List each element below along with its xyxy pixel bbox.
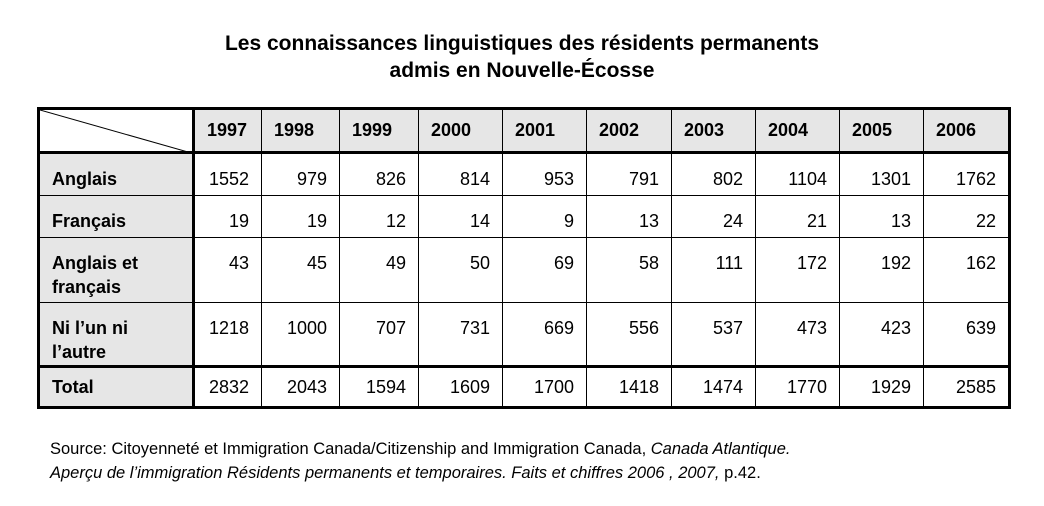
table-cell: 537 [671,302,756,367]
table-cell: 669 [502,302,587,367]
total-row: Total 2832 2043 1594 1609 1700 1418 1474… [38,366,1010,408]
corner-cell [38,108,195,154]
year-header: 2006 [923,108,1010,153]
table-cell: 814 [418,152,503,196]
row-label-line: l’autre [52,342,107,362]
table-cell: 2043 [261,366,340,408]
year-header: 2000 [418,108,503,153]
table-cell: 19 [261,195,340,238]
table-cell: 12 [339,195,419,238]
table-cell: 2832 [193,366,262,408]
year-header: 2001 [502,108,587,153]
table-cell: 2585 [923,366,1010,408]
source-italic-publication: Aperçu de l’immigration Résidents perman… [50,464,720,482]
source-italic-title: Canada Atlantique. [650,440,791,458]
table-cell: 13 [586,195,672,238]
table-cell: 58 [586,237,672,303]
table-cell: 45 [261,237,340,303]
table-row: Français 19 19 12 14 9 13 24 21 13 22 [38,195,1010,238]
table-cell: 1594 [339,366,419,408]
table-cell: 707 [339,302,419,367]
table-cell: 192 [839,237,924,303]
table-cell: 69 [502,237,587,303]
table-cell: 1000 [261,302,340,367]
table-cell: 14 [418,195,503,238]
table-cell: 423 [839,302,924,367]
source-line-1: Source: Citoyenneté et Immigration Canad… [50,437,1030,461]
table-cell: 1770 [755,366,840,408]
table-row: Anglais 1552 979 826 814 953 791 802 110… [38,152,1010,196]
title-line-2: admis en Nouvelle-Écosse [389,59,655,82]
table-cell: 1301 [839,152,924,196]
table-cell: 1762 [923,152,1010,196]
table-cell: 21 [755,195,840,238]
table-cell: 162 [923,237,1010,303]
table-cell: 43 [193,237,262,303]
table-title: Les connaissances linguistiques des rési… [0,30,1044,84]
source-prefix: Source: Citoyenneté et Immigration Canad… [50,440,651,458]
table-cell: 1474 [671,366,756,408]
table-cell: 22 [923,195,1010,238]
table-cell: 979 [261,152,340,196]
table-cell: 172 [755,237,840,303]
table-cell: 1929 [839,366,924,408]
source-page: p.42. [719,464,761,482]
year-header: 1997 [193,108,262,153]
table-cell: 111 [671,237,756,303]
table-cell: 13 [839,195,924,238]
table-cell: 473 [755,302,840,367]
table-cell: 19 [193,195,262,238]
table-cell: 1552 [193,152,262,196]
title-line-1: Les connaissances linguistiques des rési… [224,32,820,55]
table-cell: 1218 [193,302,262,367]
table-cell: 50 [418,237,503,303]
diagonal-line [40,110,195,154]
row-label-anglais-et-francais: Anglais et français [38,237,195,303]
row-label-line: français [52,277,122,297]
source-line-2: Aperçu de l’immigration Résidents perman… [50,461,1030,485]
table-cell: 1418 [586,366,672,408]
year-header: 1999 [339,108,419,153]
table-row: Anglais et français 43 45 49 50 69 58 11… [38,237,1010,303]
table-cell: 1700 [502,366,587,408]
year-header: 2002 [586,108,672,153]
table-cell: 791 [586,152,672,196]
table-cell: 9 [502,195,587,238]
table-cell: 639 [923,302,1010,367]
table-cell: 1609 [418,366,503,408]
table-cell: 556 [586,302,672,367]
table-cell: 731 [418,302,503,367]
table-cell: 24 [671,195,756,238]
table-row: Ni l’un ni l’autre 1218 1000 707 731 669… [38,302,1010,367]
year-header: 2004 [755,108,840,153]
language-knowledge-table: 1997 1998 1999 2000 2001 2002 2003 2004 … [37,107,1011,409]
row-label-line: Ni l’un ni [52,318,128,338]
row-label-total: Total [38,366,195,408]
table-cell: 49 [339,237,419,303]
header-row: 1997 1998 1999 2000 2001 2002 2003 2004 … [38,108,1010,154]
table-cell: 1104 [755,152,840,196]
year-header: 1998 [261,108,340,153]
year-header: 2003 [671,108,756,153]
table-cell: 953 [502,152,587,196]
row-label-ni-lun-ni-lautre: Ni l’un ni l’autre [38,302,195,367]
row-label-anglais: Anglais [38,152,195,196]
table-cell: 802 [671,152,756,196]
year-header: 2005 [839,108,924,153]
table-cell: 826 [339,152,419,196]
row-label-line: Anglais et [52,253,139,273]
row-label-francais: Français [38,195,195,238]
source-note: Source: Citoyenneté et Immigration Canad… [50,437,1030,485]
